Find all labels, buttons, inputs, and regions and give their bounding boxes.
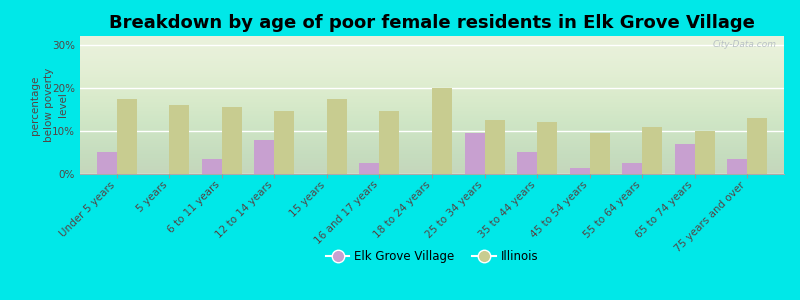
Bar: [727, 159, 747, 174]
Bar: [694, 131, 714, 174]
Bar: [359, 163, 379, 174]
Title: Breakdown by age of poor female residents in Elk Grove Village: Breakdown by age of poor female resident…: [109, 14, 755, 32]
Bar: [97, 152, 117, 174]
Legend: Elk Grove Village, Illinois: Elk Grove Village, Illinois: [321, 245, 543, 268]
Bar: [432, 88, 452, 174]
Bar: [517, 152, 537, 174]
Bar: [485, 120, 505, 174]
Bar: [379, 112, 399, 174]
Bar: [465, 133, 485, 174]
Bar: [254, 140, 274, 174]
Bar: [642, 127, 662, 174]
Bar: [117, 98, 137, 174]
Text: City-Data.com: City-Data.com: [713, 40, 777, 49]
Bar: [327, 98, 347, 174]
Bar: [747, 118, 767, 174]
Bar: [274, 112, 294, 174]
Bar: [590, 133, 610, 174]
Bar: [570, 167, 590, 174]
Bar: [622, 163, 642, 174]
Bar: [537, 122, 557, 174]
Bar: [222, 107, 242, 174]
Y-axis label: percentage
below poverty
level: percentage below poverty level: [30, 68, 68, 142]
Bar: [674, 144, 694, 174]
Bar: [170, 105, 190, 174]
Bar: [202, 159, 222, 174]
